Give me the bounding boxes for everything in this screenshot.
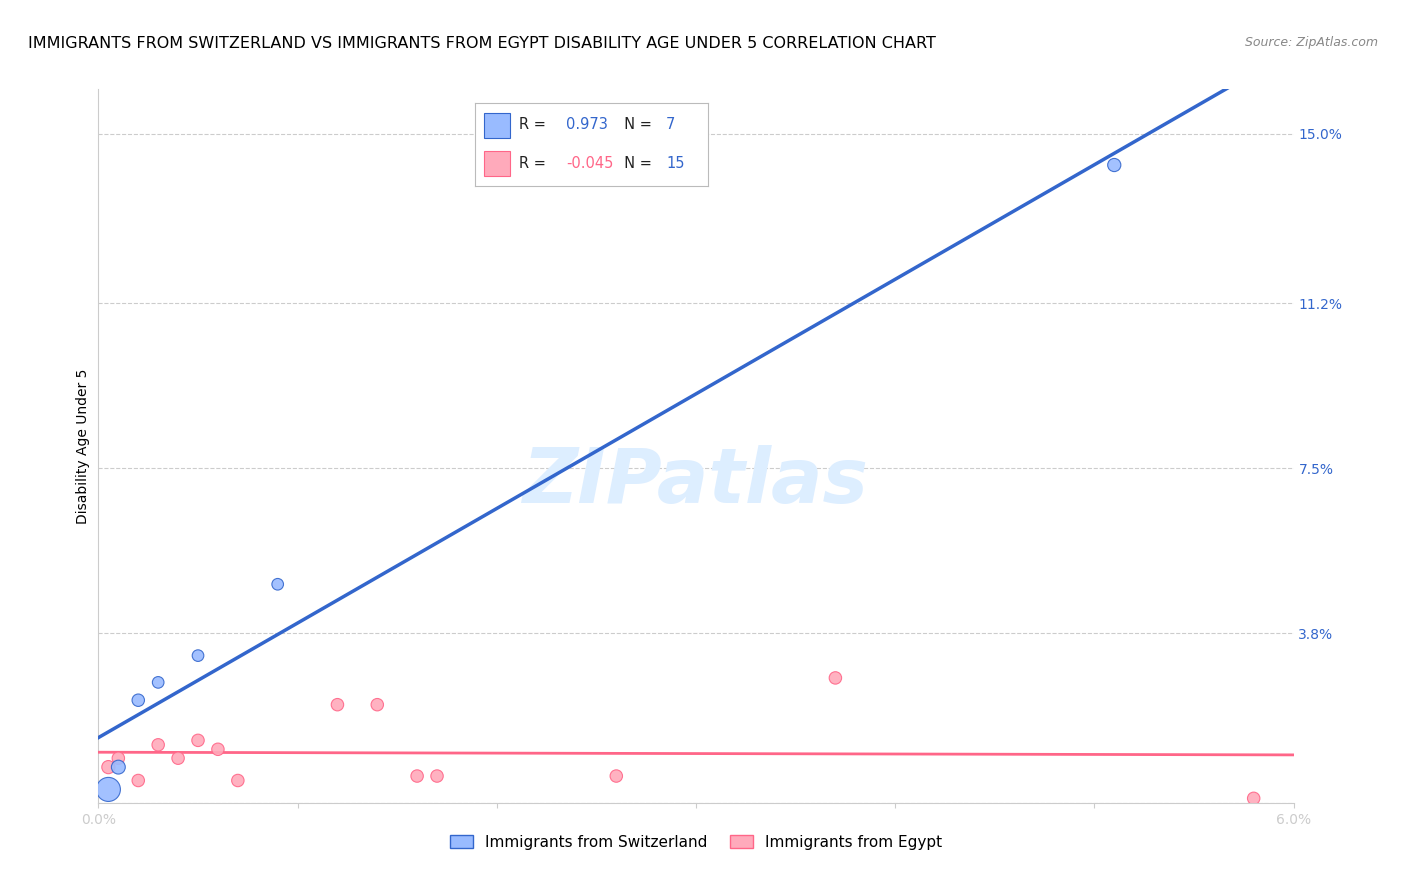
Point	[1104, 158, 1126, 172]
Point	[97, 782, 120, 797]
Point	[107, 760, 129, 774]
Point	[127, 693, 149, 707]
Point	[167, 751, 190, 765]
Legend: Immigrants from Switzerland, Immigrants from Egypt: Immigrants from Switzerland, Immigrants …	[443, 829, 949, 855]
Point	[127, 773, 149, 788]
Point	[187, 648, 209, 663]
Point	[148, 738, 170, 752]
Text: Source: ZipAtlas.com: Source: ZipAtlas.com	[1244, 36, 1378, 49]
Point	[326, 698, 349, 712]
Point	[366, 698, 388, 712]
Text: ZIPatlas: ZIPatlas	[523, 445, 869, 518]
Point	[226, 773, 249, 788]
Point	[406, 769, 429, 783]
Point	[1243, 791, 1265, 805]
Text: IMMIGRANTS FROM SWITZERLAND VS IMMIGRANTS FROM EGYPT DISABILITY AGE UNDER 5 CORR: IMMIGRANTS FROM SWITZERLAND VS IMMIGRANT…	[28, 36, 936, 51]
Point	[605, 769, 627, 783]
Point	[426, 769, 449, 783]
Point	[824, 671, 846, 685]
Y-axis label: Disability Age Under 5: Disability Age Under 5	[76, 368, 90, 524]
Point	[267, 577, 290, 591]
Point	[148, 675, 170, 690]
Point	[207, 742, 229, 756]
Point	[187, 733, 209, 747]
Point	[107, 751, 129, 765]
Point	[97, 760, 120, 774]
